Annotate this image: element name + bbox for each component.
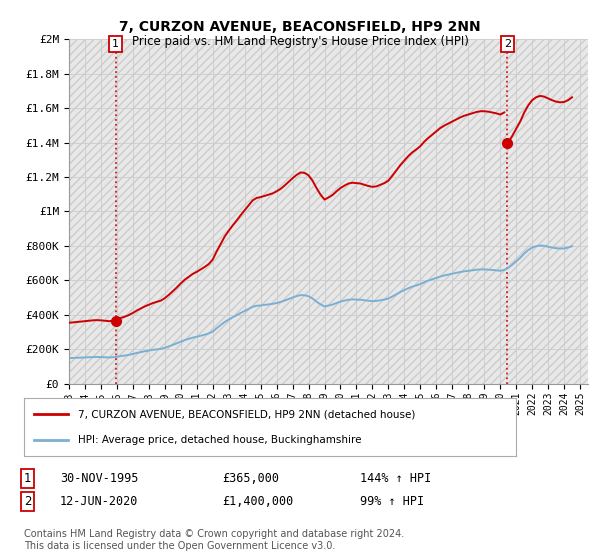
- Text: 1: 1: [24, 472, 32, 486]
- Text: £1,400,000: £1,400,000: [222, 494, 293, 508]
- Text: 99% ↑ HPI: 99% ↑ HPI: [360, 494, 424, 508]
- Text: 7, CURZON AVENUE, BEACONSFIELD, HP9 2NN: 7, CURZON AVENUE, BEACONSFIELD, HP9 2NN: [119, 20, 481, 34]
- Text: 30-NOV-1995: 30-NOV-1995: [60, 472, 139, 486]
- Text: Price paid vs. HM Land Registry's House Price Index (HPI): Price paid vs. HM Land Registry's House …: [131, 35, 469, 48]
- Text: £365,000: £365,000: [222, 472, 279, 486]
- Text: 7, CURZON AVENUE, BEACONSFIELD, HP9 2NN (detached house): 7, CURZON AVENUE, BEACONSFIELD, HP9 2NN …: [78, 409, 415, 419]
- Text: 144% ↑ HPI: 144% ↑ HPI: [360, 472, 431, 486]
- Text: 2: 2: [503, 39, 511, 49]
- Text: HPI: Average price, detached house, Buckinghamshire: HPI: Average price, detached house, Buck…: [78, 435, 362, 445]
- Text: 12-JUN-2020: 12-JUN-2020: [60, 494, 139, 508]
- Text: 2: 2: [24, 494, 32, 508]
- Text: Contains HM Land Registry data © Crown copyright and database right 2024.
This d: Contains HM Land Registry data © Crown c…: [24, 529, 404, 551]
- Text: 1: 1: [112, 39, 119, 49]
